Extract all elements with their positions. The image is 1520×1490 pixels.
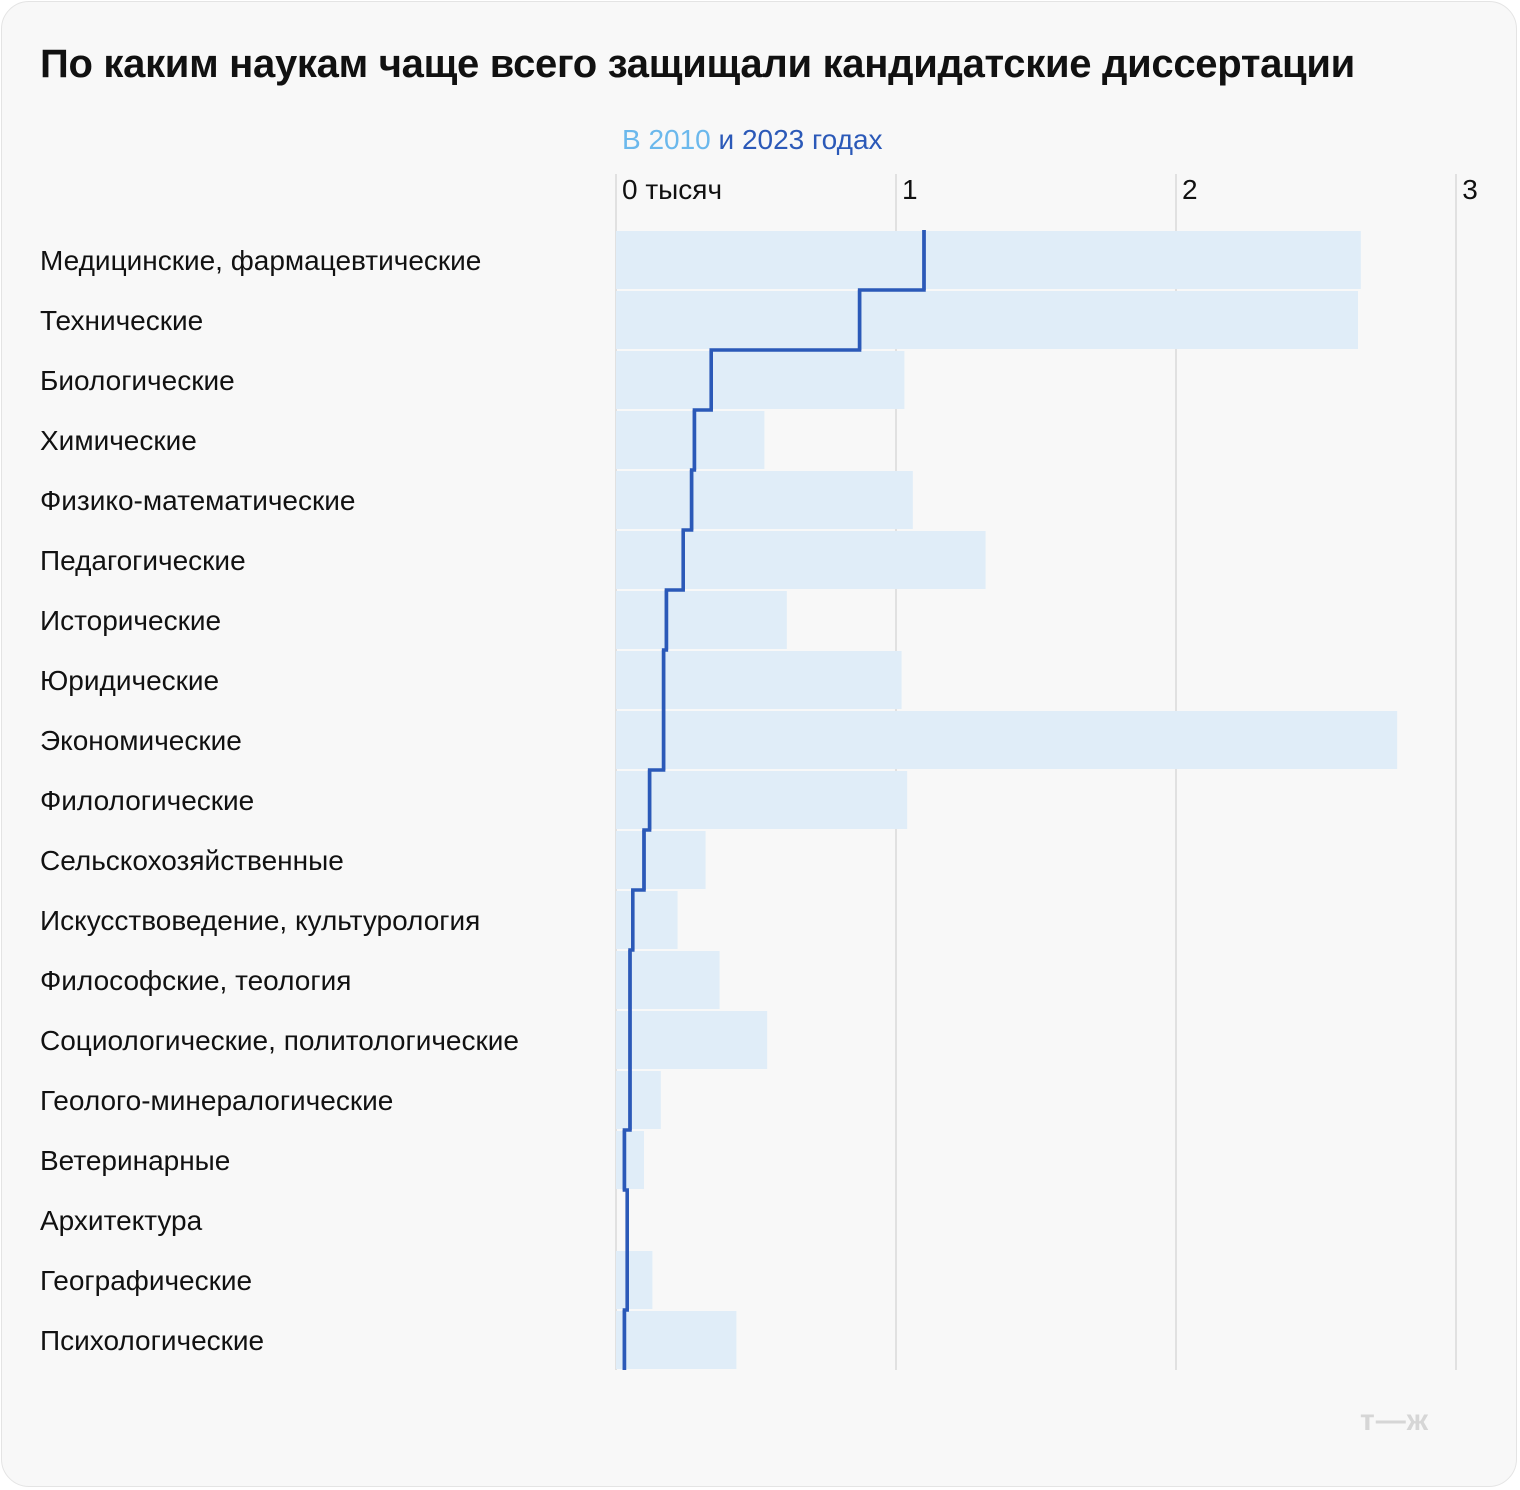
bar-2010-13 bbox=[616, 1011, 768, 1069]
category-label-8: Экономические bbox=[40, 725, 242, 756]
category-label-9: Филологические bbox=[40, 785, 254, 816]
bar-2010-2 bbox=[616, 351, 905, 409]
bar-2010-9 bbox=[616, 771, 908, 829]
category-label-2: Биологические bbox=[40, 365, 235, 396]
bar-2010-8 bbox=[616, 711, 1398, 769]
category-label-7: Юридические bbox=[40, 665, 219, 696]
bar-2010-15 bbox=[616, 1131, 644, 1189]
bars-2010 bbox=[616, 231, 1398, 1369]
bar-2010-0 bbox=[616, 231, 1361, 289]
legend-suffix: годах bbox=[812, 124, 883, 155]
legend-year-2010: 2010 bbox=[648, 124, 711, 155]
line-2023 bbox=[622, 230, 926, 1370]
x-tick-label-2: 2 bbox=[1182, 174, 1198, 205]
category-label-0: Медицинские, фармацевтические bbox=[40, 245, 481, 276]
bar-2010-1 bbox=[616, 291, 1358, 349]
category-labels: Медицинские, фармацевтические Технические… bbox=[40, 245, 519, 1356]
chart-title: По каким наукам чаще всего защищали канд… bbox=[40, 42, 1355, 86]
category-label-15: Ветеринарные bbox=[40, 1145, 230, 1176]
bar-2010-5 bbox=[616, 531, 986, 589]
category-label-17: Географические bbox=[40, 1265, 252, 1296]
category-label-6: Исторические bbox=[40, 605, 221, 636]
bar-2010-14 bbox=[616, 1071, 661, 1129]
category-label-5: Педагогические bbox=[40, 545, 246, 576]
category-label-13: Социологические, политологические bbox=[40, 1025, 519, 1056]
category-label-12: Философские, теология bbox=[40, 965, 351, 996]
x-axis-ticks: 0 тысяч 1 2 3 bbox=[622, 174, 1478, 205]
category-label-16: Архитектура bbox=[40, 1205, 203, 1236]
category-label-18: Психологические bbox=[40, 1325, 264, 1356]
bar-2010-17 bbox=[616, 1251, 653, 1309]
legend-prefix: В bbox=[622, 124, 641, 155]
bar-2010-7 bbox=[616, 651, 902, 709]
legend: В 2010 и 2023 годах bbox=[622, 122, 883, 158]
legend-year-2023: 2023 bbox=[741, 124, 805, 155]
category-label-1: Технические bbox=[40, 305, 203, 336]
category-label-3: Химические bbox=[40, 425, 197, 456]
bar-2010-4 bbox=[616, 471, 913, 529]
bar-2010-3 bbox=[616, 411, 765, 469]
legend-conjunction: и bbox=[718, 124, 735, 155]
bar-2010-18 bbox=[616, 1311, 737, 1369]
category-label-11: Искусствоведение, культурология bbox=[40, 905, 480, 936]
x-tick-label-0: 0 тысяч bbox=[622, 174, 722, 205]
x-tick-label-3: 3 bbox=[1462, 174, 1478, 205]
category-label-10: Сельскохозяйственные bbox=[40, 845, 344, 876]
bar-2010-11 bbox=[616, 891, 678, 949]
x-tick-label-1: 1 bbox=[902, 174, 918, 205]
logo-watermark: т—ж bbox=[1360, 1404, 1429, 1437]
bar-2010-6 bbox=[616, 591, 787, 649]
category-label-4: Физико-математические bbox=[40, 485, 355, 516]
category-label-14: Геолого-минералогические bbox=[40, 1085, 393, 1116]
bar-2010-12 bbox=[616, 951, 720, 1009]
bar-2010-10 bbox=[616, 831, 706, 889]
